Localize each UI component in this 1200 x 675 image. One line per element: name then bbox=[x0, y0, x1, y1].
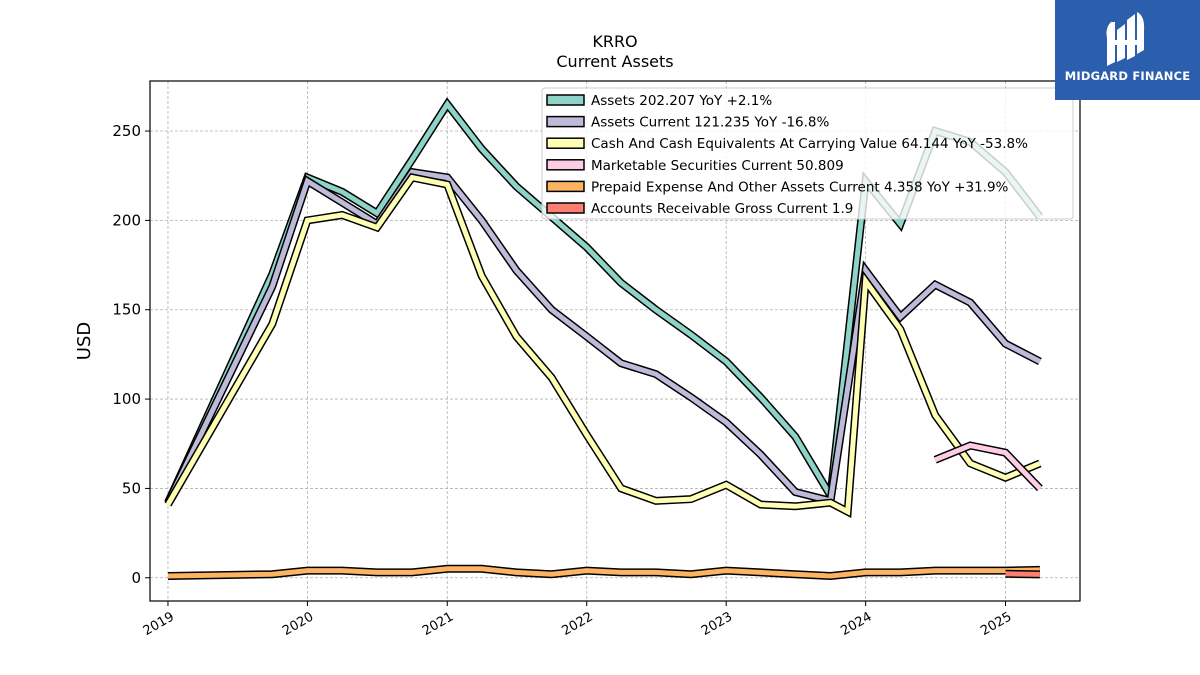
legend-item: Cash And Cash Equivalents At Carrying Va… bbox=[546, 136, 1028, 152]
legend-label: Assets Current 121.235 YoY -16.8% bbox=[591, 115, 830, 131]
legend-label: Assets 202.207 YoY +2.1% bbox=[591, 93, 772, 109]
legend-box bbox=[541, 87, 1074, 220]
y-tick-label: 0 bbox=[131, 569, 141, 587]
x-tick-label: 2022 bbox=[559, 609, 595, 639]
series-3 bbox=[933, 441, 1043, 492]
series-2 bbox=[164, 173, 1042, 519]
y-tick-label: 100 bbox=[112, 390, 141, 408]
chart-title: KRRO bbox=[592, 32, 637, 51]
legend-label: Marketable Securities Current 50.809 bbox=[591, 158, 844, 174]
legend-swatch bbox=[546, 115, 585, 128]
legend-label: Prepaid Expense And Other Assets Current… bbox=[591, 179, 1009, 195]
legend-swatch bbox=[546, 94, 585, 106]
series-5 bbox=[1005, 569, 1040, 579]
legend-swatch bbox=[546, 202, 585, 214]
legend-label: Accounts Receivable Gross Current 1.9 bbox=[591, 201, 853, 217]
legend-swatch bbox=[546, 180, 585, 193]
legend-item: Prepaid Expense And Other Assets Current… bbox=[546, 179, 1009, 195]
x-tick-label: 2019 bbox=[141, 609, 177, 639]
series-line bbox=[167, 566, 1040, 579]
x-tick-label: 2021 bbox=[420, 609, 456, 639]
x-tick-label: 2024 bbox=[838, 609, 874, 639]
y-tick-label: 250 bbox=[112, 122, 141, 140]
x-tick-label: 2023 bbox=[699, 609, 735, 639]
series-4 bbox=[167, 564, 1040, 581]
brand-name: MIDGARD FINANCE bbox=[1064, 69, 1191, 83]
legend-item: Marketable Securities Current 50.809 bbox=[546, 158, 844, 174]
series-line bbox=[1005, 571, 1040, 577]
x-tick-label: 2025 bbox=[978, 609, 1014, 639]
series-line bbox=[165, 174, 1041, 516]
plot-area bbox=[149, 80, 1081, 602]
midgard-logo-icon bbox=[1106, 12, 1145, 66]
series-1 bbox=[164, 167, 1042, 506]
series-line-outline bbox=[164, 167, 1042, 506]
legend-label: Cash And Cash Equivalents At Carrying Va… bbox=[591, 136, 1028, 152]
legend-item: Assets 202.207 YoY +2.1% bbox=[546, 93, 772, 109]
y-tick-label: 150 bbox=[112, 301, 141, 319]
x-tick-label: 2020 bbox=[280, 609, 316, 639]
chart-subtitle: Current Assets bbox=[556, 52, 673, 71]
legend-swatch bbox=[546, 137, 585, 149]
y-tick-label: 200 bbox=[112, 211, 141, 229]
y-tick-label: 50 bbox=[122, 479, 141, 497]
legend-item: Assets Current 121.235 YoY -16.8% bbox=[546, 115, 830, 131]
legend: Assets 202.207 YoY +2.1% Assets Current 1… bbox=[541, 87, 1074, 220]
series-line bbox=[934, 442, 1042, 491]
y-axis-label: USD bbox=[74, 322, 95, 360]
legend-swatch bbox=[546, 159, 585, 171]
legend-item: Accounts Receivable Gross Current 1.9 bbox=[546, 201, 853, 217]
series-line bbox=[165, 169, 1042, 504]
brand-logo: MIDGARD FINANCE bbox=[1055, 0, 1200, 100]
